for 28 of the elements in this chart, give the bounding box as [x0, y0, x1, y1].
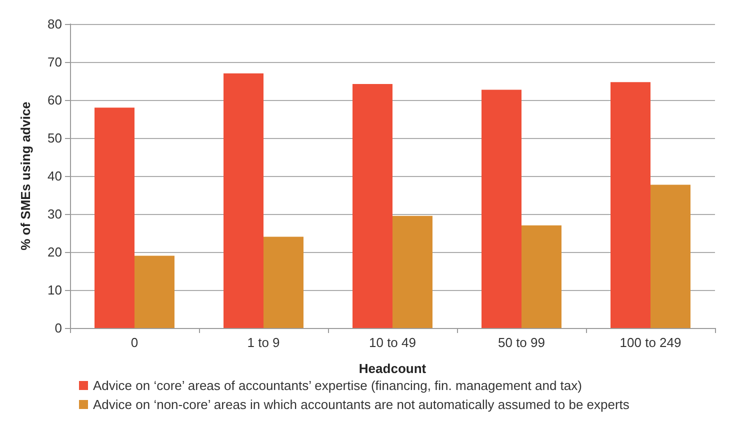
x-tick-label: 1 to 9: [247, 335, 280, 350]
legend-label: Advice on ‘core’ areas of accountants’ expertise (financing, fin. management and tax): [93, 378, 582, 393]
y-tick-label: 10: [48, 282, 62, 298]
bar: [610, 82, 650, 328]
x-axis-title: Headcount: [358, 361, 427, 376]
y-tick-label: 50: [48, 130, 62, 146]
bar: [224, 73, 264, 328]
y-axis-title: % of SMEs using advice: [18, 102, 33, 250]
bar: [392, 216, 432, 328]
bar: [650, 184, 690, 328]
y-tick-label: 0: [54, 320, 62, 336]
x-tick-label: 10 to 49: [369, 335, 416, 350]
y-tick-label: 40: [48, 168, 62, 184]
y-tick-label: 60: [48, 92, 62, 108]
y-tick-label: 30: [48, 206, 62, 222]
x-tick-label: 0: [130, 335, 138, 350]
bar: [482, 90, 522, 328]
y-tick-label: 20: [48, 244, 62, 260]
x-tick-label: 100 to 249: [620, 335, 682, 350]
bar: [264, 236, 304, 328]
y-tick-label: 70: [48, 54, 62, 70]
x-tick-label: 50 to 99: [498, 335, 545, 350]
bar: [134, 256, 174, 328]
bar: [352, 84, 392, 328]
y-tick-label: 80: [48, 16, 62, 32]
bar: [522, 225, 562, 328]
bar: [94, 108, 134, 328]
legend-label: Advice on ‘non-core’ areas in which accountants are not automatically assumed to be experts: [93, 397, 630, 412]
